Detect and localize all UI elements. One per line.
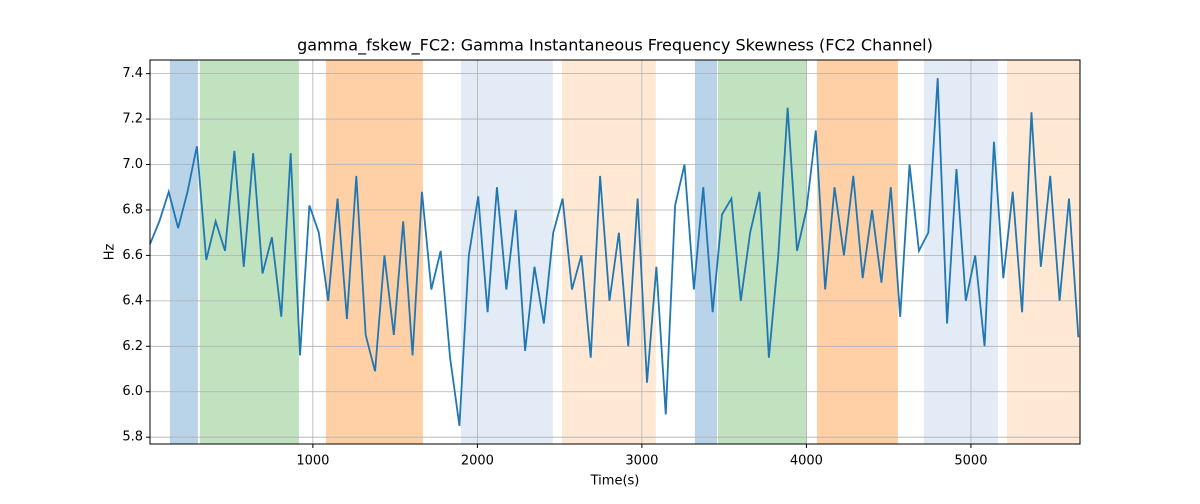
y-tick-label: 7.0 <box>122 157 143 172</box>
x-tick-label: 2000 <box>461 454 494 469</box>
y-tick-label: 6.8 <box>122 202 143 217</box>
x-tick-label: 4000 <box>790 454 823 469</box>
highlight-span <box>199 60 299 444</box>
y-tick-label: 5.8 <box>122 430 143 445</box>
x-tick-label: 5000 <box>954 454 987 469</box>
y-tick-label: 7.2 <box>122 112 143 127</box>
highlight-span <box>694 60 717 444</box>
y-axis-label: Hz <box>103 244 118 261</box>
x-axis-label: Time(s) <box>590 474 640 489</box>
y-tick-label: 7.4 <box>122 66 143 81</box>
data-line <box>149 78 1080 426</box>
plot-frame <box>149 59 1081 445</box>
highlight-span <box>923 60 998 444</box>
x-tick-label: 1000 <box>296 454 329 469</box>
y-tick-label: 6.6 <box>122 248 143 263</box>
chart-title: gamma_fskew_FC2: Gamma Instantaneous Fre… <box>297 36 933 56</box>
highlight-span <box>325 60 423 444</box>
highlight-span <box>169 60 198 444</box>
highlight-span <box>1006 60 1080 444</box>
x-tick-label: 3000 <box>625 454 658 469</box>
y-tick-label: 6.2 <box>122 339 143 354</box>
y-tick-label: 6.4 <box>122 293 143 308</box>
highlight-span <box>460 60 553 444</box>
y-tick-label: 6.0 <box>122 384 143 399</box>
